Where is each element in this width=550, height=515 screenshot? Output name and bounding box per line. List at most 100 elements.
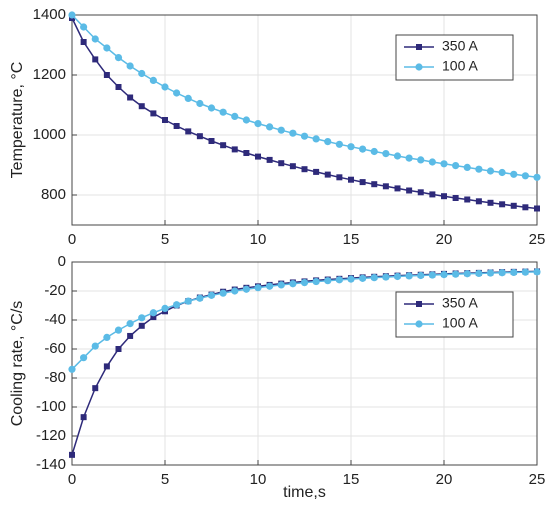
marker (149, 309, 157, 317)
marker (452, 162, 460, 170)
legend-label: 350 A (442, 295, 478, 311)
marker (313, 168, 320, 175)
marker (91, 35, 99, 43)
marker (242, 116, 250, 124)
marker (521, 268, 529, 276)
marker (266, 123, 274, 131)
marker (300, 132, 309, 140)
x-tick-label: 10 (250, 231, 267, 248)
x-tick-label: 15 (343, 471, 360, 488)
marker (103, 363, 110, 370)
marker (347, 275, 355, 283)
marker (277, 126, 285, 134)
marker (69, 451, 75, 458)
marker (242, 285, 250, 293)
marker (393, 152, 402, 160)
marker (91, 342, 99, 350)
marker (126, 62, 134, 70)
marker (196, 133, 203, 140)
marker (173, 123, 180, 129)
marker (382, 150, 390, 158)
marker (173, 89, 181, 97)
marker (428, 271, 436, 279)
legend-label: 350 A (442, 38, 478, 54)
marker (335, 140, 343, 148)
marker (347, 143, 355, 151)
y-tick-label: 1200 (33, 66, 66, 83)
marker (138, 103, 145, 110)
y-tick-label: -40 (44, 311, 66, 328)
marker (463, 163, 471, 171)
marker (499, 201, 506, 208)
marker (161, 83, 169, 91)
marker (359, 274, 367, 282)
marker (371, 181, 378, 188)
y-tick-label: 0 (58, 253, 66, 270)
marker (103, 44, 111, 52)
marker (440, 271, 448, 279)
marker (475, 198, 482, 205)
legend-marker (415, 320, 423, 328)
y-tick-label: -20 (44, 282, 66, 299)
marker (92, 56, 99, 63)
marker (324, 277, 332, 285)
marker (231, 146, 238, 153)
marker (370, 274, 378, 282)
marker (266, 282, 274, 290)
marker (266, 156, 273, 163)
marker (312, 135, 320, 143)
marker (80, 39, 87, 45)
y-tick-label: 800 (41, 186, 66, 203)
marker (254, 120, 262, 128)
marker (92, 385, 99, 392)
marker (464, 196, 471, 203)
marker (359, 145, 367, 153)
marker (103, 333, 111, 341)
x-tick-label: 20 (436, 231, 453, 248)
marker (475, 269, 483, 278)
marker (173, 301, 181, 309)
marker (510, 170, 518, 178)
marker (510, 268, 518, 277)
marker (149, 76, 157, 84)
marker (324, 138, 332, 146)
marker (498, 269, 506, 277)
marker (486, 167, 495, 175)
marker (219, 108, 227, 116)
marker (417, 189, 424, 196)
marker (114, 54, 123, 62)
marker (406, 187, 413, 194)
legend-box (395, 291, 514, 338)
marker (184, 297, 192, 305)
legend-label: 100 A (442, 58, 478, 74)
plot-frame (71, 261, 538, 466)
marker (301, 166, 308, 173)
marker (312, 277, 320, 286)
marker (208, 138, 215, 144)
marker (207, 291, 216, 299)
marker (220, 142, 227, 149)
marker (498, 168, 506, 177)
marker (370, 147, 378, 156)
legend-marker (415, 63, 423, 71)
marker (162, 117, 168, 123)
marker (533, 268, 541, 276)
marker (452, 270, 460, 278)
x-tick-label: 15 (343, 231, 360, 248)
y-axis-label: Cooling rate, °C/s (9, 301, 26, 427)
marker (521, 172, 529, 180)
marker (452, 195, 459, 201)
plot-frame (71, 14, 538, 226)
marker (335, 276, 343, 284)
marker (393, 272, 402, 281)
marker (127, 332, 134, 339)
marker (138, 314, 146, 322)
legend-marker (416, 44, 422, 50)
marker (510, 202, 517, 209)
marker (185, 128, 192, 135)
marker (80, 414, 87, 421)
marker (184, 94, 192, 102)
marker (394, 185, 401, 192)
marker (405, 154, 413, 162)
marker (359, 179, 366, 186)
